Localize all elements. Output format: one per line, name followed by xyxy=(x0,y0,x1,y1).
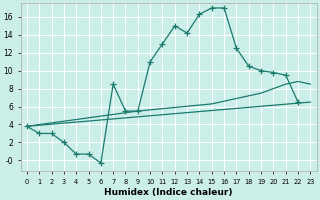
X-axis label: Humidex (Indice chaleur): Humidex (Indice chaleur) xyxy=(104,188,233,197)
